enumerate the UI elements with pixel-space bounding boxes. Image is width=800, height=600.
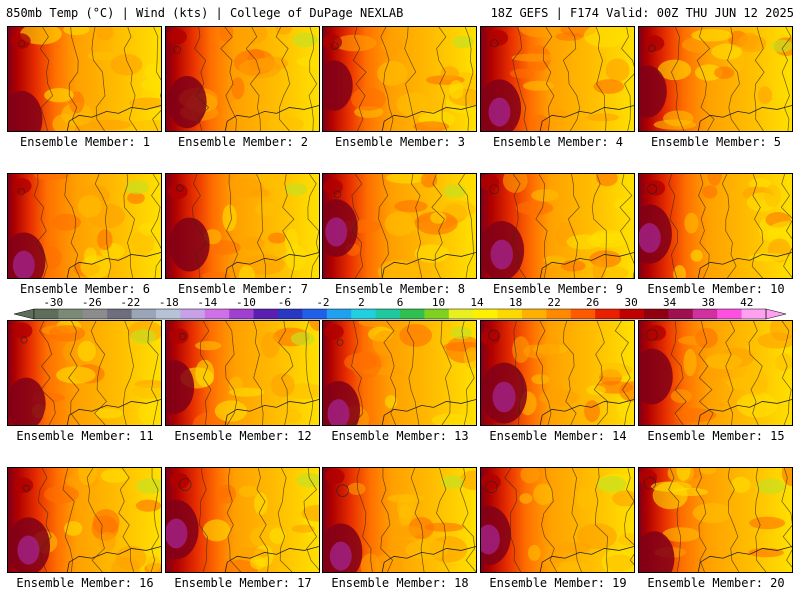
colorbar-swatch bbox=[644, 309, 669, 319]
chart-title: 850mb Temp (°C) | Wind (kts) | College o… bbox=[6, 6, 404, 20]
ensemble-member-label: Ensemble Member: 13 bbox=[331, 429, 469, 443]
colorbar-swatch bbox=[424, 309, 450, 319]
run-valid-time: 18Z GEFS | F174 Valid: 00Z THU JUN 12 20… bbox=[490, 6, 794, 20]
ensemble-member-map bbox=[7, 26, 162, 132]
ensemble-member-map bbox=[480, 26, 635, 132]
ensemble-member-label: Ensemble Member: 3 bbox=[334, 135, 466, 149]
colorbar-tick-label: 34 bbox=[663, 296, 677, 309]
colorbar-swatch bbox=[546, 309, 572, 319]
colorbar-swatch bbox=[522, 309, 547, 319]
ensemble-member-label: Ensemble Member: 4 bbox=[492, 135, 624, 149]
ensemble-member-map bbox=[638, 467, 793, 573]
ensemble-member-label: Ensemble Member: 18 bbox=[331, 576, 469, 590]
colorbar-swatch bbox=[375, 309, 401, 319]
colorbar-tick-label: 38 bbox=[701, 296, 715, 309]
colorbar-swatch bbox=[278, 309, 303, 319]
ensemble-member-label: Ensemble Member: 15 bbox=[647, 429, 785, 443]
ensemble-member-label: Ensemble Member: 20 bbox=[647, 576, 785, 590]
colorbar-swatch bbox=[82, 309, 108, 319]
ensemble-member-map bbox=[480, 467, 635, 573]
ensemble-member-label: Ensemble Member: 14 bbox=[489, 429, 627, 443]
colorbar-swatch bbox=[497, 309, 523, 319]
colorbar-tick-label: 10 bbox=[431, 296, 446, 309]
colorbar-tick-label: -18 bbox=[158, 296, 179, 309]
colorbar-swatch bbox=[570, 309, 596, 319]
colorbar-tick-label: -22 bbox=[120, 296, 141, 309]
ensemble-member-label: Ensemble Member: 17 bbox=[174, 576, 312, 590]
ensemble-member-map bbox=[165, 173, 320, 279]
colorbar-swatch bbox=[717, 309, 743, 319]
ensemble-member-label: Ensemble Member: 12 bbox=[174, 429, 312, 443]
ensemble-member-map bbox=[7, 173, 162, 279]
colorbar-tick-label: 14 bbox=[470, 296, 484, 309]
colorbar-swatch bbox=[34, 309, 59, 319]
colorbar-swatch bbox=[204, 309, 230, 319]
colorbar-tick-label: -6 bbox=[277, 296, 292, 309]
colorbar-tick-label: 30 bbox=[624, 296, 638, 309]
ensemble-member-map bbox=[322, 26, 477, 132]
colorbar-swatch bbox=[58, 309, 84, 319]
colorbar-swatch bbox=[351, 309, 377, 319]
colorbar-tick-label: 22 bbox=[547, 296, 561, 309]
ensemble-member-map bbox=[322, 467, 477, 573]
colorbar-swatch bbox=[326, 309, 352, 319]
colorbar-tick-label: 18 bbox=[508, 296, 523, 309]
ensemble-member-map bbox=[322, 320, 477, 426]
colorbar-swatch bbox=[619, 309, 645, 319]
colorbar-swatch bbox=[156, 309, 181, 319]
ensemble-member-map bbox=[7, 320, 162, 426]
colorbar-tick-label: 42 bbox=[740, 296, 754, 309]
ensemble-member-label: Ensemble Member: 7 bbox=[177, 282, 309, 296]
colorbar-tick-label: -2 bbox=[316, 296, 330, 309]
ensemble-member-map bbox=[165, 320, 320, 426]
ensemble-member-label: Ensemble Member: 1 bbox=[19, 135, 151, 149]
ensemble-member-map bbox=[480, 320, 635, 426]
ensemble-member-map bbox=[638, 173, 793, 279]
ensemble-member-map bbox=[165, 26, 320, 132]
temperature-colorbar bbox=[14, 308, 786, 320]
colorbar-swatch bbox=[400, 309, 425, 319]
colorbar-swatch bbox=[448, 309, 474, 319]
ensemble-member-label: Ensemble Member: 6 bbox=[19, 282, 151, 296]
ensemble-member-label: Ensemble Member: 2 bbox=[177, 135, 309, 149]
colorbar-tick-label: 6 bbox=[396, 296, 404, 309]
colorbar-tick-label: 2 bbox=[358, 296, 365, 309]
ensemble-member-label: Ensemble Member: 9 bbox=[492, 282, 624, 296]
colorbar-swatch bbox=[668, 309, 694, 319]
colorbar-swatch bbox=[229, 309, 255, 319]
ensemble-member-map bbox=[638, 320, 793, 426]
ensemble-member-map bbox=[480, 173, 635, 279]
colorbar-tick-label: -26 bbox=[81, 296, 102, 309]
ensemble-member-label: Ensemble Member: 19 bbox=[489, 576, 627, 590]
colorbar-tick-label: -30 bbox=[43, 296, 64, 309]
colorbar-swatch bbox=[180, 309, 206, 319]
colorbar-tick-label: 26 bbox=[586, 296, 600, 309]
colorbar-swatch bbox=[473, 309, 499, 319]
ensemble-member-label: Ensemble Member: 5 bbox=[650, 135, 782, 149]
colorbar-swatch bbox=[131, 309, 157, 319]
colorbar-tick-label: -14 bbox=[197, 296, 218, 309]
colorbar-swatch bbox=[302, 309, 328, 319]
ensemble-member-label: Ensemble Member: 8 bbox=[334, 282, 466, 296]
colorbar-swatch bbox=[741, 309, 767, 319]
ensemble-member-map bbox=[7, 467, 162, 573]
colorbar-swatch bbox=[253, 309, 279, 319]
ensemble-member-map bbox=[165, 467, 320, 573]
colorbar-tick-label: -10 bbox=[235, 296, 256, 309]
ensemble-member-map bbox=[322, 173, 477, 279]
ensemble-member-label: Ensemble Member: 11 bbox=[16, 429, 154, 443]
ensemble-member-map bbox=[638, 26, 793, 132]
ensemble-member-label: Ensemble Member: 16 bbox=[16, 576, 154, 590]
ensemble-member-label: Ensemble Member: 10 bbox=[647, 282, 785, 296]
colorbar-swatch bbox=[107, 309, 133, 319]
colorbar-swatch bbox=[595, 309, 621, 319]
colorbar-swatch bbox=[692, 309, 718, 319]
